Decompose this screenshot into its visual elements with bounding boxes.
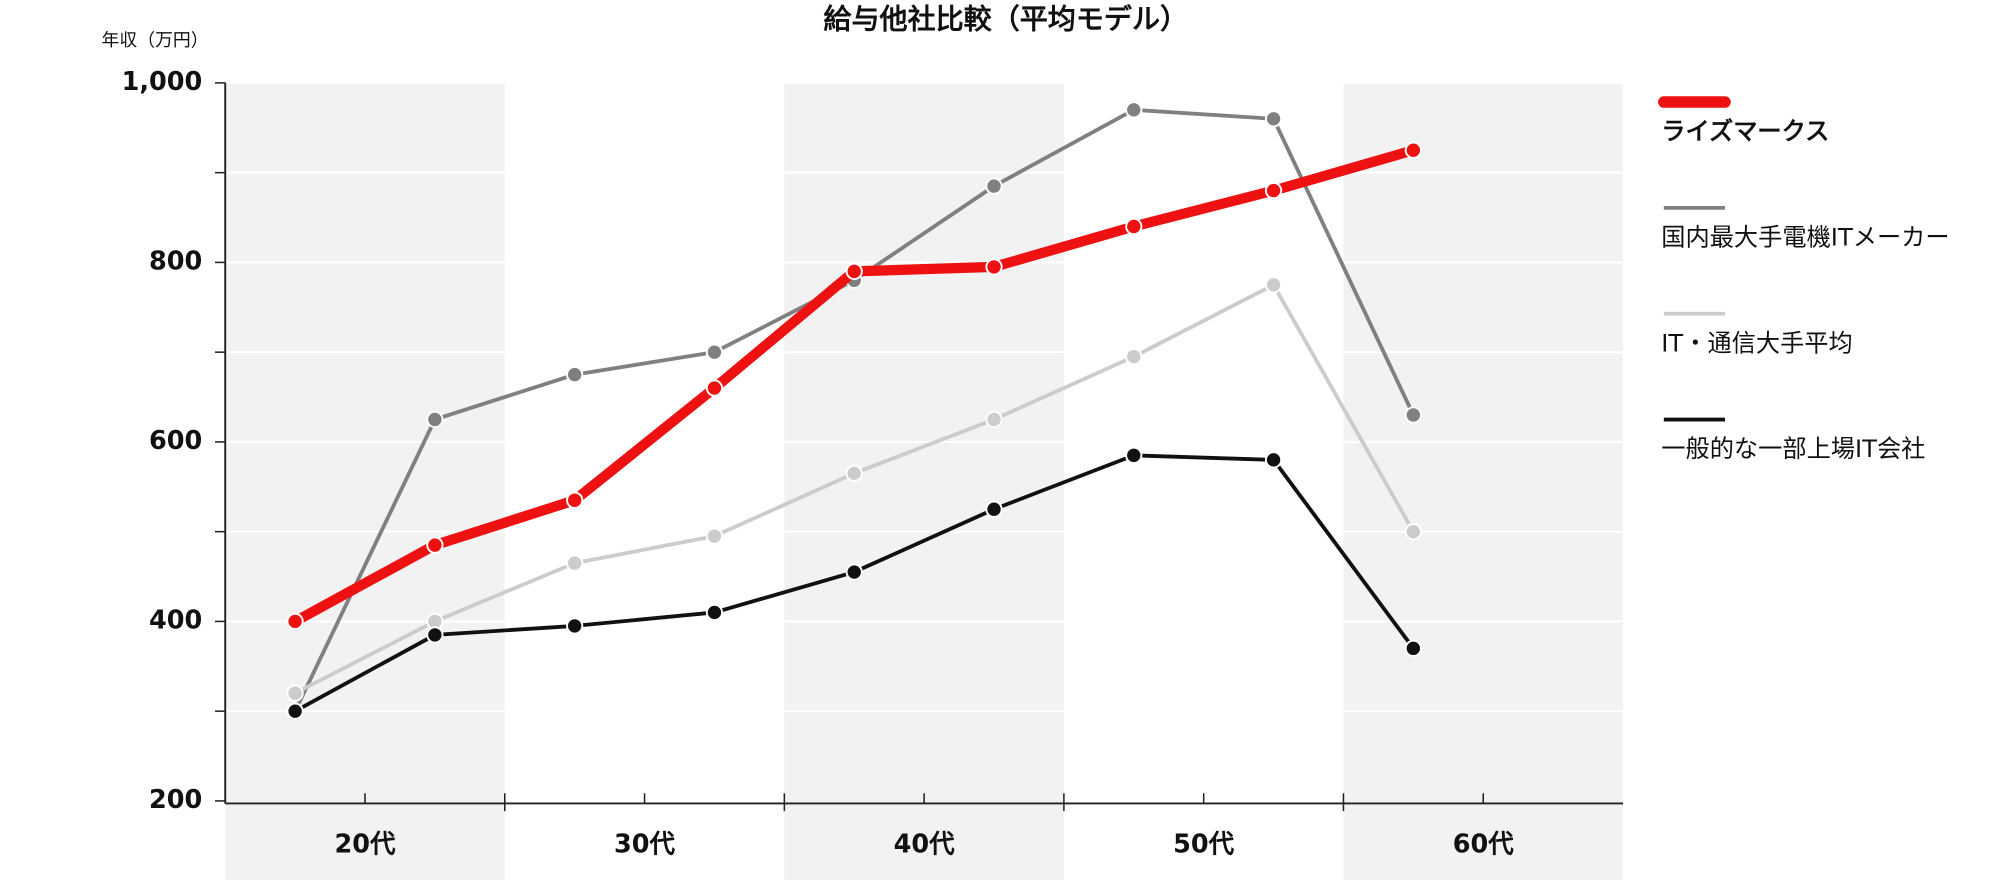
data-point: [1125, 348, 1143, 366]
data-point: [705, 527, 724, 545]
data-point: [1404, 523, 1422, 541]
data-point: [985, 177, 1003, 195]
band: [1343, 82, 1624, 880]
data-point: [845, 262, 863, 280]
data-point: [705, 343, 724, 361]
data-point: [566, 365, 584, 384]
data-point: [426, 536, 444, 554]
data-point: [1404, 639, 1422, 657]
data-point: [426, 410, 444, 429]
data-point: [1264, 276, 1283, 294]
legend-label: ライズマークス: [1661, 118, 1829, 146]
legend-label: 国内最大手電機ITメーカー: [1661, 223, 1949, 251]
data-point: [1125, 446, 1143, 464]
y-tick-label: 200: [149, 785, 202, 815]
data-point: [286, 702, 304, 720]
data-point: [1264, 181, 1283, 200]
y-tick-label: 400: [149, 605, 202, 635]
x-tick-label: 30代: [614, 830, 675, 860]
data-point: [566, 491, 584, 509]
data-point: [845, 464, 863, 482]
data-point: [1125, 101, 1143, 119]
data-point: [985, 258, 1003, 276]
y-tick-label: 1,000: [122, 67, 203, 97]
legend-label: 一般的な一部上場IT会社: [1661, 435, 1925, 463]
data-point: [1264, 451, 1283, 469]
data-point: [705, 603, 724, 622]
data-point: [286, 684, 304, 702]
y-axis-label: 年収（万円）: [102, 30, 209, 51]
data-point: [566, 554, 584, 572]
data-point: [985, 410, 1003, 429]
x-tick-label: 50代: [1173, 830, 1234, 860]
legend-label: IT・通信大手平均: [1661, 329, 1852, 357]
data-point: [1404, 141, 1422, 159]
data-point: [985, 500, 1003, 518]
data-point: [426, 626, 444, 644]
band: [225, 82, 505, 880]
y-tick-label: 800: [149, 246, 202, 276]
x-tick-label: 60代: [1453, 830, 1514, 860]
data-point: [286, 612, 304, 631]
data-point: [1125, 217, 1143, 236]
data-point: [705, 379, 724, 397]
x-tick-label: 20代: [334, 830, 395, 860]
x-tick-label: 40代: [894, 830, 955, 860]
band: [784, 82, 1064, 880]
data-point: [845, 563, 863, 581]
chart-title: 給与他社比較（平均モデル）: [823, 2, 1188, 35]
data-point: [566, 617, 584, 635]
y-tick-label: 600: [149, 426, 202, 456]
data-point: [1404, 406, 1422, 424]
data-point: [1264, 110, 1283, 128]
